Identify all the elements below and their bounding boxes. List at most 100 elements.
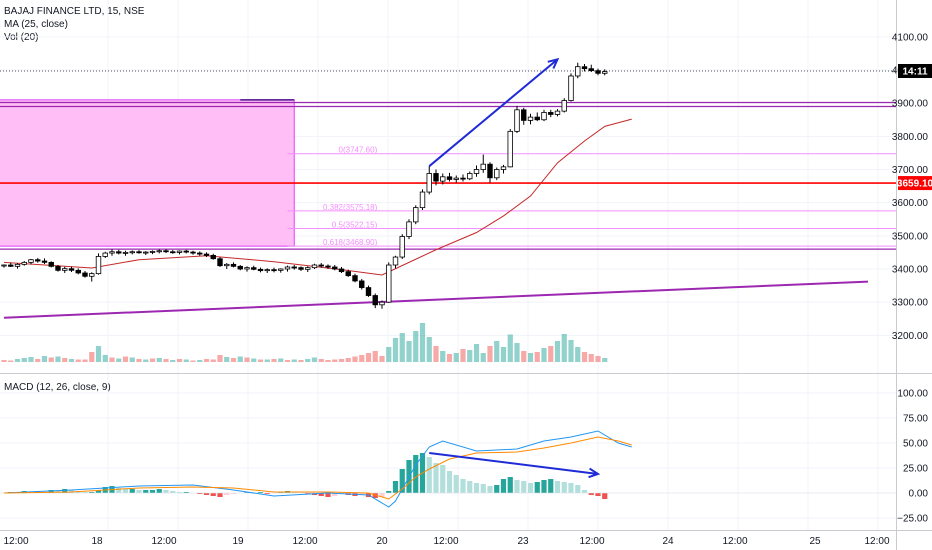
price-tick-label: 3600.00: [892, 198, 929, 209]
candle: [122, 250, 129, 256]
macd-histogram-bar: [602, 493, 608, 499]
macd-histogram-bar: [149, 490, 156, 493]
volume-bar: [359, 355, 365, 362]
time-tick-label: 19: [232, 536, 244, 547]
candle: [129, 250, 135, 255]
candle-body: [143, 251, 149, 254]
macd-histogram-bar: [48, 490, 54, 493]
macd-histogram-bar: [561, 482, 567, 493]
volume-bar: [109, 357, 115, 362]
volume-bar: [386, 347, 392, 362]
candle: [28, 259, 34, 265]
candle: [514, 105, 520, 134]
candle-body: [500, 166, 507, 170]
candle-body: [413, 207, 419, 223]
candle: [433, 169, 439, 186]
candle: [62, 266, 68, 273]
volume-bar: [581, 352, 588, 362]
volume-bar: [264, 359, 270, 362]
candle-body: [129, 251, 135, 254]
fib-level-label: 0.618(3468.90): [323, 238, 378, 247]
candle-body: [217, 258, 223, 267]
candle: [8, 262, 14, 268]
candle: [68, 266, 75, 272]
candle: [413, 205, 419, 225]
time-tick-label: 12:00: [722, 536, 747, 547]
volume-bar: [406, 341, 412, 362]
macd-histogram-bar: [116, 488, 122, 493]
candle: [102, 251, 108, 259]
volume-bar: [122, 356, 129, 362]
candle-body: [298, 267, 304, 270]
candle: [365, 285, 372, 297]
candle: [541, 109, 547, 122]
candle-body: [156, 250, 162, 253]
volume-bar: [527, 353, 534, 362]
candle-body: [278, 268, 284, 271]
volume-bar: [251, 358, 257, 362]
volume-bar: [291, 359, 297, 362]
price-label-text: 3659.10: [897, 179, 932, 190]
candle-body: [244, 267, 250, 270]
candle-body: [75, 269, 81, 274]
volume-bar: [602, 358, 608, 362]
volume-bar: [568, 340, 574, 362]
macd-series-line: [3, 436, 632, 500]
volume-bar: [392, 338, 399, 362]
candle-body: [581, 66, 588, 70]
macd-histogram-bar: [446, 471, 453, 493]
macd-histogram-bar: [581, 490, 588, 493]
volume-bar: [460, 349, 466, 362]
price-label-tag: [898, 64, 932, 78]
macd-histogram-bar: [318, 493, 324, 496]
macd-histogram-bar: [217, 493, 223, 497]
price-label-bg: [898, 64, 932, 78]
candle: [271, 267, 277, 273]
candle: [332, 265, 338, 271]
volume-bar: [534, 352, 540, 362]
candle-body: [197, 252, 203, 255]
volume-bar: [95, 346, 102, 362]
candle-body: [345, 271, 351, 277]
volume-bar: [521, 351, 527, 362]
macd-histogram-bar: [332, 493, 338, 496]
volume-bar: [494, 341, 500, 362]
volume-bar: [8, 360, 14, 362]
candle-body: [446, 176, 453, 180]
volume-bar: [426, 337, 432, 362]
candle-body: [176, 250, 183, 253]
candle-body: [55, 265, 61, 271]
candle: [406, 219, 412, 240]
candle: [575, 62, 581, 79]
macd-tick-label: 50.00: [903, 439, 928, 450]
candle: [163, 249, 169, 254]
time-tick-label: 25: [809, 536, 821, 547]
candle-body: [1, 264, 7, 267]
volume-bar: [35, 359, 41, 362]
volume-bar: [82, 359, 88, 362]
macd-histogram-bar: [197, 493, 203, 494]
candle: [494, 167, 500, 181]
time-tick-label: 18: [91, 536, 103, 547]
candle-body: [365, 287, 372, 296]
macd-histogram-bar: [210, 493, 216, 496]
macd-histogram-bar: [541, 480, 547, 493]
time-tick-label: 12:00: [433, 536, 458, 547]
candle: [588, 64, 594, 72]
candle-body: [41, 260, 48, 263]
time-tick-label: 12:00: [3, 536, 28, 547]
candle-body: [109, 251, 115, 254]
macd-histogram-bar: [568, 483, 574, 493]
macd-histogram-bar: [595, 493, 601, 496]
candle: [581, 64, 588, 72]
candle: [291, 265, 297, 270]
candle-body: [541, 112, 547, 121]
candle: [116, 249, 122, 255]
candle: [453, 175, 459, 183]
macd-histogram-bar: [453, 475, 459, 493]
candle: [386, 262, 392, 303]
time-tick-label: 12:00: [864, 536, 889, 547]
volume-bar: [575, 347, 581, 362]
candle: [426, 166, 432, 195]
